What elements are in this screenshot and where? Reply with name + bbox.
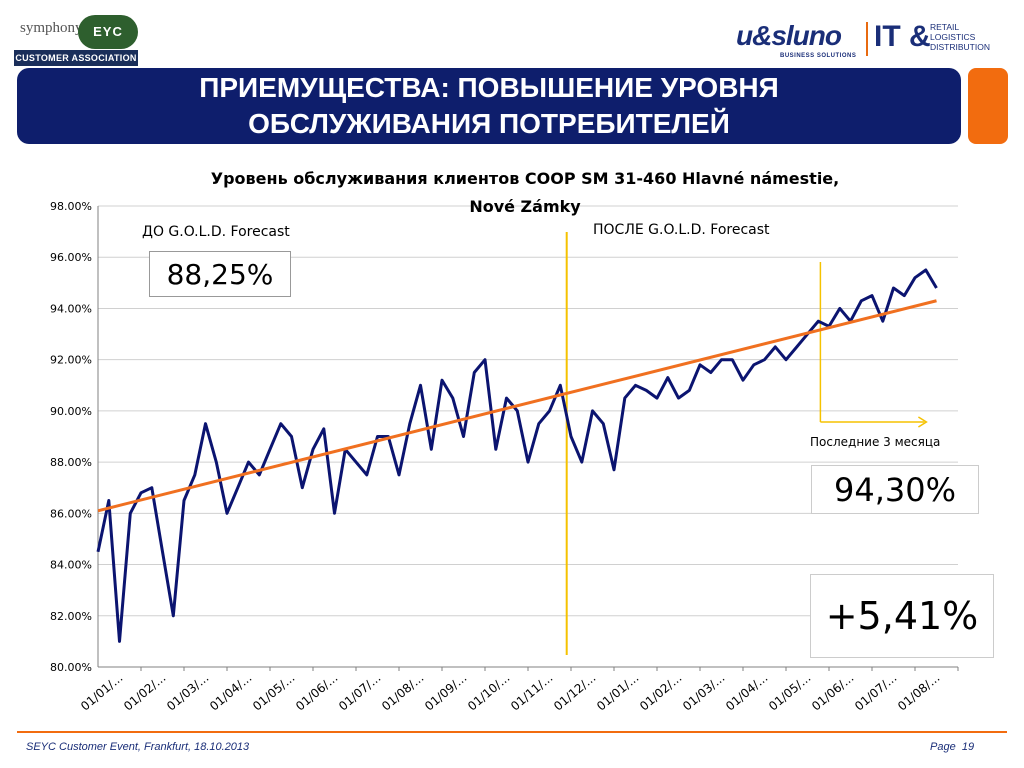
x-tick-label: 01/09/... [422, 671, 469, 714]
y-tick-label: 88.00% [50, 456, 92, 469]
service-level-series [96, 268, 938, 643]
x-tick-label: 01/04/... [207, 671, 254, 714]
logo-brand-text: symphony [20, 20, 83, 36]
last3-arrow-head [918, 416, 928, 428]
symphony-eyc-logo: symphony EYC CUSTOMER ASSOCIATION [14, 8, 138, 66]
trend-line [97, 299, 937, 513]
tagline-logistics: LOGISTICS [930, 32, 976, 42]
x-tick-label: 01/04/... [723, 671, 770, 714]
it-brand: IT & [874, 20, 931, 53]
x-tick-label: 01/03/... [680, 671, 727, 714]
x-tick-label: 01/07/... [852, 671, 899, 714]
y-tick-label: 96.00% [50, 251, 92, 264]
y-tick-label: 84.00% [50, 559, 92, 572]
x-tick-label: 01/02/... [637, 671, 684, 714]
chart-title-line2: Nové Zámky [469, 197, 581, 216]
logo-bar-text: CUSTOMER ASSOCIATION [14, 50, 138, 66]
tagline: RETAIL LOGISTICS DISTRIBUTION [930, 22, 990, 52]
y-tick-label: 90.00% [50, 405, 92, 418]
page-title: ПРИЕМУЩЕСТВА: ПОВЫШЕНИЕ УРОВНЯ ОБСЛУЖИВА… [199, 72, 779, 139]
y-tick-label: 82.00% [50, 610, 92, 623]
y-tick-label: 80.00% [50, 661, 92, 674]
before-value: 88,25% [166, 257, 274, 291]
usluno-brand: u&sluno [736, 20, 842, 51]
x-tick-label: 01/05/... [250, 671, 297, 714]
footer-event: SEYC Customer Event, Frankfurt, 18.10.20… [26, 741, 250, 753]
usluno-sub: BUSINESS SOLUTIONS [780, 53, 857, 59]
logo-badge: EYC [78, 15, 138, 49]
annotation-lines [565, 232, 928, 655]
logo-separator [866, 22, 868, 56]
x-tick-label: 01/10/... [465, 671, 512, 714]
y-tick-labels: 80.00% 82.00% 84.00% 86.00% 88.00% 90.00% 92.0… [50, 200, 92, 674]
delta-value-box: +5,41% [810, 574, 994, 658]
y-tick-label: 92.00% [50, 354, 92, 367]
after-gold-label: ПОСЛЕ G.O.L.D. Forecast [593, 222, 770, 238]
chart-title-line1: Уровень обслуживания клиентов COOP SM 31… [211, 169, 839, 188]
x-tick-label: 01/06/... [293, 671, 340, 714]
last3-value: 94,30% [833, 470, 956, 509]
x-tick-label: 01/07/... [336, 671, 383, 714]
delta-value: +5,41% [825, 594, 979, 638]
page-label: Page [930, 741, 956, 753]
orange-accent-square [968, 68, 1008, 144]
x-tick-label: 01/11/... [508, 671, 555, 714]
x-tick-label: 01/01/... [594, 671, 641, 714]
before-value-box: 88,25% [149, 251, 291, 297]
x-tick-label: 01/06/... [809, 671, 856, 714]
x-tick-label: 01/05/... [766, 671, 813, 714]
x-tick-label: 01/08/... [895, 671, 942, 714]
x-tick-label: 01/08/... [379, 671, 426, 714]
y-tick-label: 98.00% [50, 200, 92, 213]
footer-page: Page 19 [930, 741, 974, 753]
tagline-distribution: DISTRIBUTION [930, 42, 990, 52]
last3-value-box: 94,30% [811, 465, 979, 514]
x-tick-label: 01/03/... [164, 671, 211, 714]
x-tick-label: 01/01/... [78, 671, 125, 714]
x-tick-labels: 01/01/...01/02/...01/03/...01/04/...01/0… [78, 667, 959, 714]
x-tick-label: 01/12/... [551, 671, 598, 714]
footer-divider [17, 731, 1007, 733]
y-tick-label: 94.00% [50, 302, 92, 315]
title-band: ПРИЕМУЩЕСТВА: ПОВЫШЕНИЕ УРОВНЯ ОБСЛУЖИВА… [17, 68, 961, 144]
last3-label: Последние 3 месяца [810, 435, 941, 449]
x-tick-label: 01/02/... [121, 671, 168, 714]
before-gold-label: ДО G.O.L.D. Forecast [142, 224, 290, 240]
y-tick-label: 86.00% [50, 507, 92, 520]
tagline-retail: RETAIL [930, 22, 960, 32]
usluno-it-logo: u&sluno BUSINESS SOLUTIONS IT & RETAIL L… [736, 20, 1016, 60]
page-number: 19 [961, 741, 975, 753]
